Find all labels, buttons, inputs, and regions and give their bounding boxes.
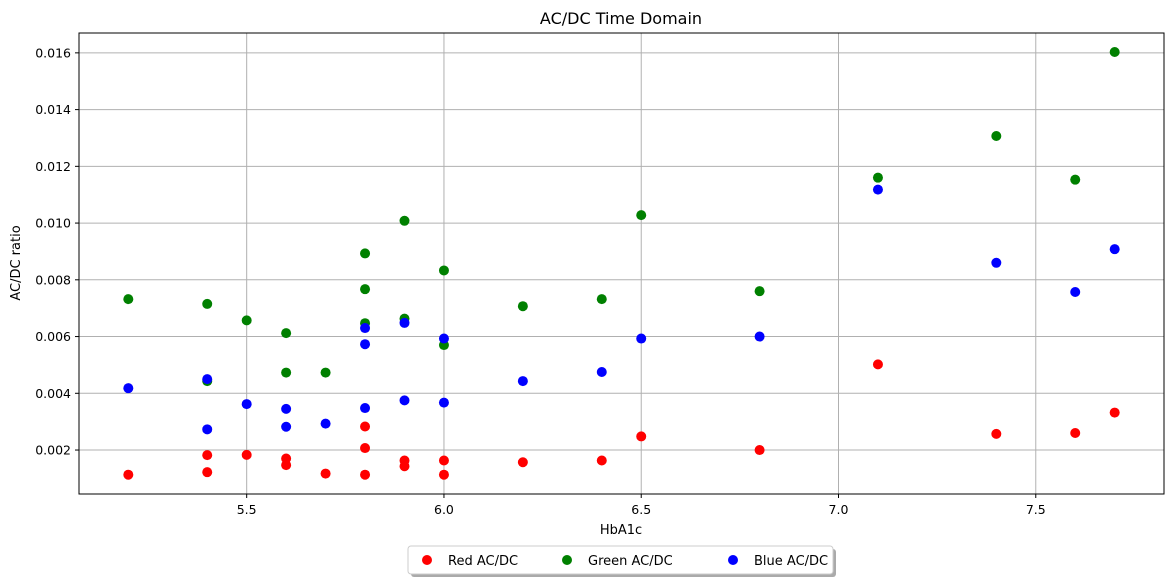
x-tick-label: 7.5 [1026, 502, 1046, 517]
green-ac-dc-point [636, 210, 647, 221]
red-ac-dc-point [517, 457, 528, 468]
green-ac-dc-point [281, 328, 292, 339]
y-axis: 0.002 0.004 0.006 0.008 0.010 0.012 0.014 0.016 [35, 45, 79, 458]
green-ac-dc-point [754, 286, 765, 297]
red-ac-dc-point [281, 453, 292, 464]
blue-ac-dc-point [320, 418, 331, 429]
blue-ac-dc-point [360, 403, 371, 414]
green-ac-dc-point [281, 367, 292, 378]
red-ac-dc-point [636, 431, 647, 442]
red-ac-dc-point [360, 421, 371, 432]
green-ac-dc-point [991, 130, 1002, 141]
y-tick-label: 0.006 [35, 329, 71, 344]
grid-lines [79, 33, 1164, 494]
green-ac-dc-point [438, 265, 449, 276]
red-ac-dc-point [872, 359, 883, 370]
blue-ac-dc-point [360, 339, 371, 350]
green-ac-dc-point [1109, 47, 1120, 58]
plot-frame [78, 32, 1165, 495]
blue-ac-dc-point [1109, 244, 1120, 255]
green-ac-dc-point [399, 215, 410, 226]
red-ac-dc-point [202, 450, 213, 461]
blue-ac-dc-point [636, 333, 647, 344]
red-ac-dc-legend-marker [422, 555, 432, 565]
x-tick-label: 6.5 [631, 502, 651, 517]
green-ac-dc-point [320, 367, 331, 378]
green-ac-dc-point [241, 315, 252, 326]
blue-ac-dc-legend-label: Blue AC/DC [754, 554, 828, 569]
green-ac-dc-point [360, 284, 371, 295]
y-tick-label: 0.012 [35, 159, 71, 174]
y-tick-label: 0.010 [35, 216, 71, 231]
red-ac-dc-point [399, 461, 410, 472]
red-ac-dc-point [241, 449, 252, 460]
blue-ac-dc-point [438, 397, 449, 408]
red-ac-dc-point [1109, 407, 1120, 418]
red-ac-dc-point [596, 455, 607, 466]
blue-ac-dc-legend-marker [728, 555, 738, 565]
green-ac-dc-legend-marker [562, 555, 572, 565]
x-tick-label: 7.0 [829, 502, 849, 517]
x-tick-label: 5.5 [237, 502, 257, 517]
y-tick-label: 0.014 [35, 102, 71, 117]
blue-ac-dc-point [991, 257, 1002, 268]
blue-ac-dc-point [202, 424, 213, 435]
blue-ac-dc-point [399, 317, 410, 328]
blue-ac-dc-point [872, 184, 883, 195]
y-tick-label: 0.016 [35, 45, 71, 60]
y-tick-label: 0.008 [35, 272, 71, 287]
blue-ac-dc-point [399, 395, 410, 406]
red-ac-dc-point [754, 445, 765, 456]
green-ac-dc-point [360, 248, 371, 259]
red-ac-dc-point [202, 467, 213, 478]
blue-ac-dc-point [360, 323, 371, 334]
blue-ac-dc-point [241, 399, 252, 410]
red-ac-dc-point [360, 469, 371, 480]
red-ac-dc-point [991, 428, 1002, 439]
blue-ac-dc-point [281, 421, 292, 432]
green-ac-dc-point [1070, 174, 1081, 185]
data-points [123, 47, 1120, 480]
green-ac-dc-point [596, 294, 607, 305]
green-ac-dc-point [517, 301, 528, 312]
red-ac-dc-legend-label: Red AC/DC [448, 554, 518, 569]
green-ac-dc-point [202, 298, 213, 309]
blue-ac-dc-point [517, 376, 528, 387]
red-ac-dc-point [1070, 428, 1081, 439]
red-ac-dc-point [320, 468, 331, 479]
green-ac-dc-point [872, 172, 883, 183]
y-tick-label: 0.004 [35, 386, 71, 401]
red-ac-dc-point [438, 455, 449, 466]
red-ac-dc-point [123, 469, 134, 480]
blue-ac-dc-point [281, 403, 292, 414]
y-tick-label: 0.002 [35, 443, 71, 458]
blue-ac-dc-point [754, 331, 765, 342]
red-ac-dc-point [360, 443, 371, 454]
blue-ac-dc-point [123, 383, 134, 394]
green-ac-dc-legend-label: Green AC/DC [588, 554, 673, 569]
blue-ac-dc-point [596, 367, 607, 378]
green-ac-dc-point [123, 294, 134, 305]
red-ac-dc-point [438, 469, 449, 480]
x-axis-label: HbA1c [600, 523, 642, 538]
x-tick-label: 6.0 [434, 502, 454, 517]
blue-ac-dc-point [202, 374, 213, 385]
y-axis-label: AC/DC ratio [9, 225, 24, 300]
legend: Red AC/DC Green AC/DC Blue AC/DC [407, 545, 836, 577]
blue-ac-dc-point [438, 333, 449, 344]
x-axis: 5.5 6.0 6.5 7.0 7.5 [237, 494, 1046, 517]
blue-ac-dc-point [1070, 287, 1081, 298]
chart-title: AC/DC Time Domain [540, 9, 702, 28]
